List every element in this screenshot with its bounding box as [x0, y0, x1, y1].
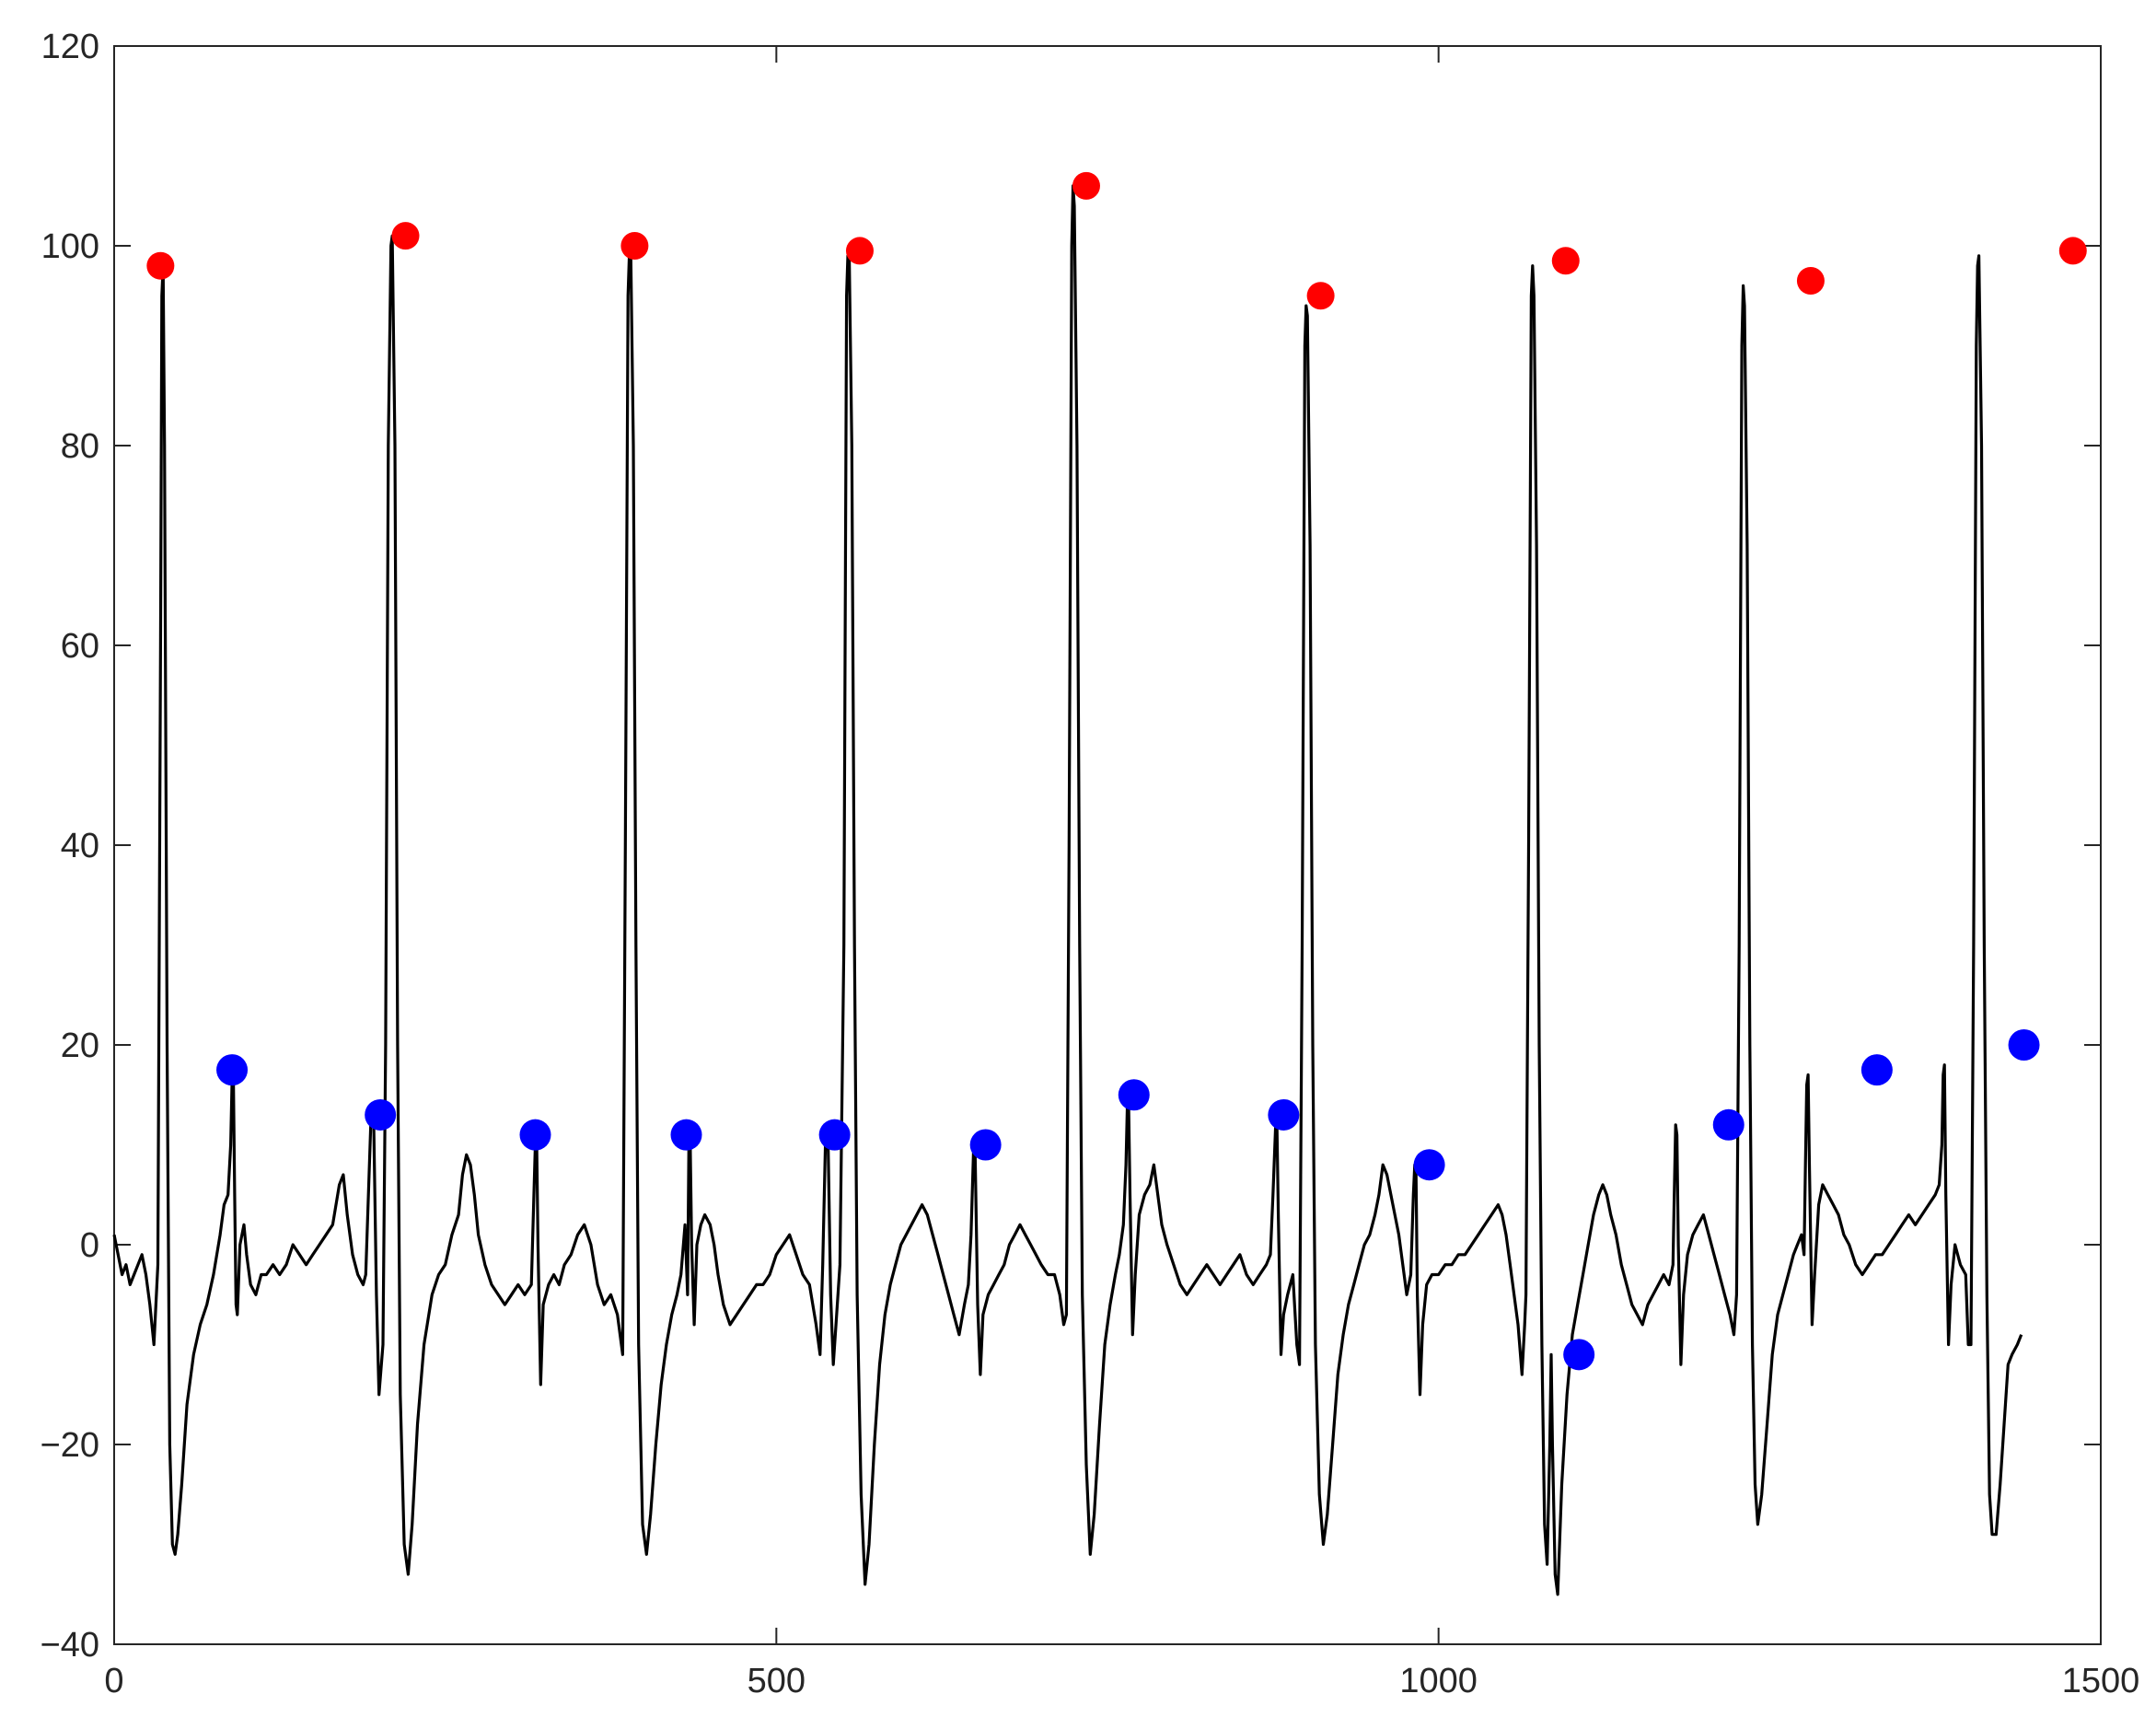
y-tick-label: 20: [61, 1027, 99, 1065]
series-layer: [112, 171, 2087, 1596]
y-tick-label: 40: [61, 827, 99, 865]
red-peak-point: [620, 232, 649, 260]
red-peak-point: [1551, 247, 1580, 275]
blue-peak-point: [969, 1129, 1002, 1161]
blue-peak-point: [519, 1119, 551, 1151]
axis-ticks: [113, 45, 2102, 1645]
y-tick-label: −40: [41, 1626, 99, 1665]
blue-peak-point: [1118, 1079, 1150, 1111]
ecg-signal-line: [112, 184, 2023, 1596]
blue-peak-point: [216, 1054, 249, 1086]
axis-tick-labels: 0 500 1000 1500 −40 −20 0 20 40 60 80 100 120: [41, 28, 2140, 1700]
blue-peak-markers: [216, 1029, 2040, 1371]
blue-peak-point: [670, 1119, 702, 1151]
y-tick-label: 60: [61, 627, 99, 666]
blue-peak-point: [1563, 1339, 1595, 1371]
y-tick-label: 100: [41, 227, 99, 266]
red-peak-point: [1072, 171, 1100, 200]
red-peak-point: [146, 251, 175, 280]
blue-peak-point: [1860, 1054, 1893, 1086]
blue-peak-point: [1413, 1149, 1445, 1181]
x-tick-label: 0: [104, 1662, 123, 1700]
y-tick-label: 80: [61, 427, 99, 466]
red-peak-point: [1306, 282, 1335, 310]
y-tick-label: 0: [80, 1226, 99, 1265]
x-tick-label: 500: [748, 1662, 806, 1700]
blue-peak-point: [2008, 1029, 2040, 1061]
red-peak-point: [1796, 266, 1825, 295]
red-peak-markers: [146, 171, 2087, 310]
blue-peak-point: [1268, 1098, 1300, 1131]
blue-peak-point: [818, 1119, 851, 1151]
red-peak-point: [845, 237, 874, 265]
y-tick-label: −20: [41, 1426, 99, 1465]
x-tick-label: 1500: [2062, 1662, 2140, 1700]
red-peak-point: [2058, 237, 2087, 265]
x-tick-label: 1000: [1399, 1662, 1478, 1700]
red-peak-point: [391, 222, 420, 250]
y-tick-label: 120: [41, 28, 99, 66]
blue-peak-point: [1712, 1108, 1745, 1141]
blue-peak-point: [365, 1098, 397, 1131]
